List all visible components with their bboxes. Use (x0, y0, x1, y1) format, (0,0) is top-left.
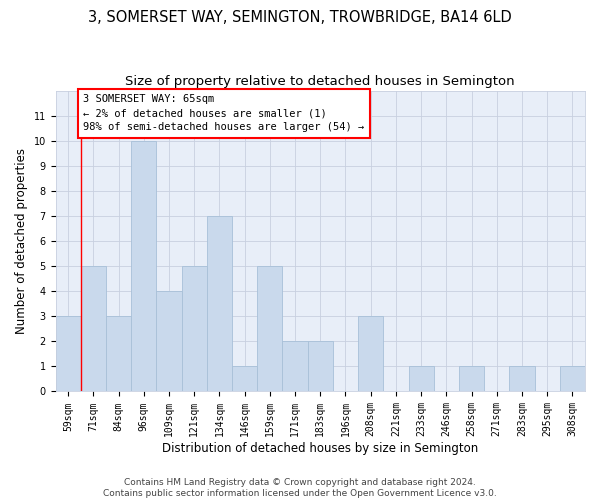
Bar (459, 366, 484, 392)
Bar (182, 266, 207, 392)
Bar (409, 366, 434, 392)
Text: Contains HM Land Registry data © Crown copyright and database right 2024.
Contai: Contains HM Land Registry data © Crown c… (103, 478, 497, 498)
Text: 3, SOMERSET WAY, SEMINGTON, TROWBRIDGE, BA14 6LD: 3, SOMERSET WAY, SEMINGTON, TROWBRIDGE, … (88, 10, 512, 25)
Bar (308, 342, 333, 392)
Bar (157, 291, 182, 392)
Bar (358, 316, 383, 392)
Title: Size of property relative to detached houses in Semington: Size of property relative to detached ho… (125, 75, 515, 88)
Y-axis label: Number of detached properties: Number of detached properties (15, 148, 28, 334)
Bar (81, 266, 106, 392)
Bar (560, 366, 585, 392)
Bar (56, 316, 81, 392)
Bar (283, 342, 308, 392)
Bar (207, 216, 232, 392)
X-axis label: Distribution of detached houses by size in Semington: Distribution of detached houses by size … (162, 442, 478, 455)
Bar (106, 316, 131, 392)
Bar (232, 366, 257, 392)
Bar (509, 366, 535, 392)
Bar (131, 140, 157, 392)
Text: 3 SOMERSET WAY: 65sqm
← 2% of detached houses are smaller (1)
98% of semi-detach: 3 SOMERSET WAY: 65sqm ← 2% of detached h… (83, 94, 365, 132)
Bar (257, 266, 283, 392)
